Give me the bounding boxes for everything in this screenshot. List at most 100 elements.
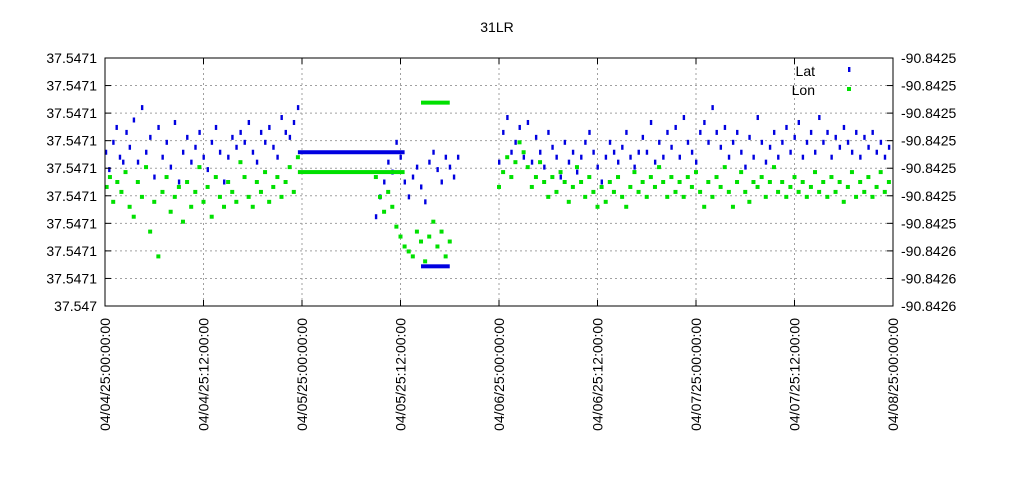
lat-point	[411, 174, 415, 180]
lon-point	[669, 175, 674, 180]
lat-point	[826, 129, 829, 135]
lon-point	[866, 175, 871, 180]
lat-point	[871, 129, 874, 135]
x-tick-label: 04/04/25:12:00:00	[196, 318, 212, 431]
lon-point	[616, 175, 621, 180]
lon-point	[886, 180, 891, 184]
lat-point	[543, 164, 546, 170]
lon-point	[595, 204, 600, 209]
lat-point	[161, 154, 164, 160]
lat-point	[727, 154, 731, 160]
lat-point	[288, 134, 292, 140]
lat-point	[424, 199, 427, 205]
lat-point	[223, 179, 226, 185]
lat-point	[128, 144, 132, 150]
lon-point	[657, 165, 662, 170]
lon-point	[788, 184, 793, 189]
lon-point	[817, 189, 822, 194]
lon-point	[694, 170, 698, 175]
lon-point	[780, 180, 785, 184]
lon-point	[718, 184, 723, 189]
lat-point	[218, 149, 222, 155]
lat-point	[707, 139, 710, 145]
lon-point	[681, 194, 686, 199]
lon-point	[735, 180, 740, 184]
lon-point	[722, 165, 727, 170]
lon-point	[263, 170, 268, 175]
lon-point	[238, 160, 243, 165]
lon-point	[168, 209, 173, 214]
lon-point	[287, 165, 292, 170]
lon-point	[784, 194, 789, 199]
lon-point	[267, 199, 272, 204]
lat-point	[177, 179, 181, 185]
lon-point	[250, 204, 255, 209]
lon-point	[611, 189, 616, 194]
lat-point	[612, 149, 616, 155]
lat-point	[202, 154, 205, 160]
x-tick-label: 04/07/25:00:00:00	[688, 318, 704, 431]
lon-point	[714, 175, 719, 180]
lon-point	[665, 194, 670, 199]
lat-point	[563, 139, 567, 145]
lat-point	[604, 154, 608, 160]
lon-point	[180, 219, 185, 224]
lat-point	[526, 119, 530, 125]
y-right-tick-label: -90.8426	[901, 298, 956, 314]
lon-point	[813, 170, 818, 175]
lat-point	[125, 129, 128, 135]
lon-point	[119, 189, 124, 194]
lon-point	[414, 229, 419, 234]
lon-point	[209, 214, 214, 219]
lat-point	[432, 149, 435, 155]
lon-point	[825, 194, 830, 199]
lon-point	[661, 180, 666, 184]
y-right-axis: -90.8426 -90.8426 -90.8426 -90.8425 -90.8425…	[887, 50, 956, 314]
lon-point	[382, 209, 387, 214]
lon-point	[521, 150, 526, 155]
lon-point	[767, 180, 772, 184]
lon-point	[755, 184, 760, 189]
legend-label-lon: Lon	[792, 82, 815, 98]
lon-point	[870, 194, 875, 199]
lon-point	[858, 180, 863, 184]
lat-point	[534, 134, 538, 140]
lon-point	[841, 199, 846, 204]
lat-point	[830, 154, 833, 160]
lat-point	[530, 159, 534, 165]
lon-point	[176, 184, 181, 189]
lat-point	[764, 159, 768, 165]
lat-point	[108, 167, 111, 173]
lat-point	[280, 115, 283, 121]
lat-point	[662, 154, 665, 160]
lat-point	[551, 144, 554, 150]
lon-point	[599, 184, 604, 189]
lon-point	[410, 254, 415, 259]
lat-segment	[421, 264, 450, 269]
lon-point	[685, 175, 690, 180]
lat-point	[842, 124, 846, 130]
lat-point	[518, 124, 521, 130]
lon-point	[607, 180, 612, 184]
lon-point	[398, 234, 403, 239]
lon-point	[771, 165, 776, 170]
lon-point	[164, 175, 169, 180]
lat-point	[514, 139, 517, 145]
lat-point	[173, 119, 177, 125]
lat-point	[797, 119, 801, 125]
lon-point	[554, 189, 559, 194]
lat-point	[153, 174, 156, 180]
lon-point	[648, 175, 653, 180]
lon-point	[127, 204, 132, 209]
lat-point	[407, 194, 411, 200]
lon-point	[533, 175, 538, 180]
lat-point	[522, 154, 526, 160]
lon-point	[189, 204, 194, 209]
lat-point	[740, 149, 743, 155]
lat-point	[399, 154, 402, 160]
lat-point	[887, 144, 891, 150]
lon-point	[546, 194, 551, 199]
lat-point	[555, 154, 558, 160]
lat-point	[190, 159, 193, 165]
series-lon	[104, 100, 891, 264]
